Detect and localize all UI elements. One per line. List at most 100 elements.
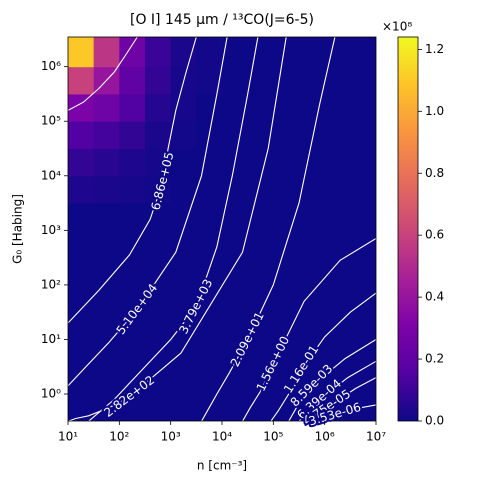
- heatmap-cell: [93, 366, 120, 395]
- heatmap-cell: [247, 394, 274, 421]
- heatmap-cell: [68, 312, 95, 340]
- heatmap-cell: [144, 230, 172, 259]
- heatmap-cell: [324, 175, 351, 204]
- heatmap-cell: [68, 148, 95, 177]
- y-tick-label: 10¹: [41, 332, 61, 346]
- heatmap-cell: [170, 257, 197, 286]
- heatmap-cell: [350, 312, 376, 340]
- heatmap-cell: [93, 175, 120, 204]
- heatmap-cell: [144, 37, 172, 68]
- heatmap-cell: [247, 93, 274, 122]
- heatmap-cell: [119, 37, 146, 68]
- heatmap-cell: [222, 230, 249, 259]
- heatmap-cell: [68, 37, 95, 68]
- heatmap-cell: [350, 37, 376, 68]
- heatmap-cell: [170, 312, 197, 340]
- heatmap-cell: [222, 366, 249, 395]
- heatmap-cell: [68, 203, 95, 231]
- heatmap-cell: [247, 339, 274, 368]
- heatmap-cell: [196, 230, 223, 259]
- heatmap-cell: [196, 284, 223, 313]
- heatmap-cell: [299, 203, 326, 231]
- heatmap-cell: [299, 148, 326, 177]
- contour-line: [306, 377, 376, 421]
- heatmap-cell: [350, 148, 376, 177]
- colorbar-tick-label: 0.2: [425, 352, 444, 366]
- heatmap-cell: [299, 230, 326, 259]
- heatmap-cell: [350, 175, 376, 204]
- heatmap-cell: [299, 121, 326, 150]
- x-tick-label: 10⁵: [263, 430, 283, 444]
- heatmap-cell: [196, 93, 223, 122]
- contour-line: [68, 37, 197, 324]
- heatmap-cell: [299, 175, 326, 204]
- heatmap-cell: [350, 257, 376, 286]
- heatmap-cell: [247, 257, 274, 286]
- contour-line: [298, 360, 376, 421]
- y-tick-label: 10⁵: [41, 114, 61, 128]
- heatmap-cell: [273, 312, 300, 340]
- heatmap-cell: [119, 148, 146, 177]
- heatmap-cell: [68, 394, 95, 421]
- heatmap-cell: [68, 366, 95, 395]
- heatmap-cell: [299, 339, 326, 368]
- heatmap-cell: [222, 93, 249, 122]
- heatmap-cell: [93, 93, 120, 122]
- contour-line: [68, 37, 228, 387]
- heatmap-cell: [196, 148, 223, 177]
- heatmap-cell: [144, 312, 172, 340]
- heatmap-cell: [324, 93, 351, 122]
- x-tick-label: 10¹: [58, 430, 78, 444]
- heatmap-cell: [170, 175, 197, 204]
- contour-line: [201, 37, 336, 421]
- y-tick-label: 10²: [41, 277, 61, 291]
- heatmap-cell: [93, 203, 120, 231]
- heatmap-cell: [222, 121, 249, 150]
- heatmap-cell: [299, 66, 326, 95]
- heatmap-cell: [144, 284, 172, 313]
- heatmap-cell: [93, 339, 120, 368]
- heatmap-cell: [170, 284, 197, 313]
- heatmap-cell: [222, 203, 249, 231]
- heatmap-cell: [68, 257, 95, 286]
- contour-line: [288, 339, 376, 421]
- heatmap-cell: [68, 175, 95, 204]
- heatmap-cell: [350, 121, 376, 150]
- heatmap-cell: [93, 284, 120, 313]
- heatmap-cell: [144, 148, 172, 177]
- heatmap-cell: [273, 148, 300, 177]
- heatmap-cell: [170, 121, 197, 150]
- heatmap-cell: [170, 339, 197, 368]
- heatmap-cell: [324, 230, 351, 259]
- heatmap-cell: [247, 37, 274, 68]
- heatmap-cell: [299, 37, 326, 68]
- colorbar-tick-label: 1.0: [425, 104, 444, 118]
- heatmap-cell: [170, 366, 197, 395]
- heatmap-cell: [273, 175, 300, 204]
- heatmap-cell: [273, 121, 300, 150]
- heatmap-cell: [196, 175, 223, 204]
- heatmap-cell: [222, 175, 249, 204]
- heatmap-cell: [324, 339, 351, 368]
- x-tick-label: 10⁴: [212, 430, 232, 444]
- heatmap-cell: [247, 203, 274, 231]
- heatmap-cell: [93, 121, 120, 150]
- heatmap-cell: [196, 312, 223, 340]
- colorbar-tick-label: 1.2: [425, 42, 444, 56]
- colorbar-tick-label: 0.0: [425, 414, 444, 428]
- heatmap-cell: [93, 230, 120, 259]
- heatmap-cell: [273, 339, 300, 368]
- heatmap-cell: [273, 37, 300, 68]
- heatmap-cell: [68, 230, 95, 259]
- heatmap-cell: [144, 203, 172, 231]
- heatmap-cell: [324, 284, 351, 313]
- chart-title: [O I] 145 μm / ¹³CO(J=6-5): [130, 12, 314, 28]
- heatmap-cell: [93, 37, 120, 68]
- contour-line: [88, 37, 259, 421]
- heatmap-cell: [247, 284, 274, 313]
- colorbar-tick-label: 0.6: [425, 228, 444, 242]
- heatmap-cell: [324, 121, 351, 150]
- heatmap-cell: [119, 121, 146, 150]
- heatmap-cell: [299, 284, 326, 313]
